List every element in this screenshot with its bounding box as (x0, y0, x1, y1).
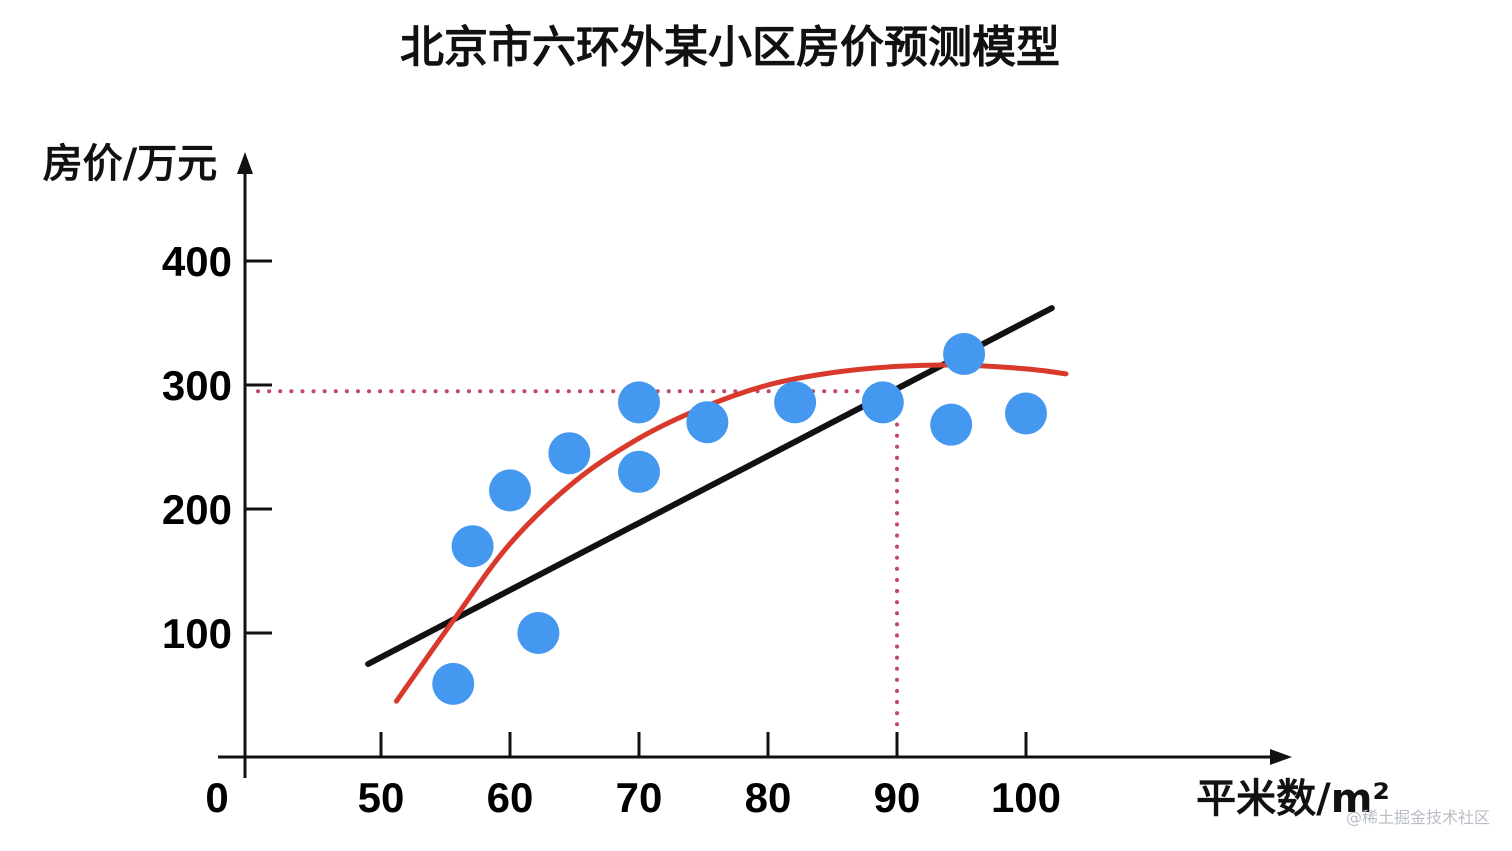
y-tick-label: 200 (162, 486, 232, 533)
data-point (618, 381, 660, 424)
x-tick-label: 70 (616, 774, 663, 821)
y-axis-arrow (237, 152, 253, 174)
y-tick-label: 100 (162, 610, 232, 657)
data-point (943, 333, 986, 375)
data-point (517, 612, 560, 654)
data-point (451, 525, 494, 568)
data-point (432, 662, 475, 705)
x-tick-label: 80 (745, 774, 792, 821)
data-point (548, 432, 591, 475)
data-points (432, 333, 1047, 705)
x-axis-arrow (1270, 749, 1292, 765)
data-point (861, 381, 904, 424)
origin-label: 0 (205, 774, 228, 821)
x-tick-label: 60 (487, 774, 534, 821)
watermark: @稀土掘金技术社区 (1346, 808, 1490, 827)
y-axis-label: 房价/万元 (43, 141, 218, 187)
chart-title: 北京市六环外某小区房价预测模型 (400, 22, 1060, 73)
ticks: 50 60 70 80 90 100 100 200 300 400 (162, 238, 1061, 821)
data-point (618, 450, 660, 493)
x-tick-label: 100 (991, 774, 1061, 821)
x-axis-label: 平米数/m² (1196, 776, 1390, 822)
data-point (774, 381, 817, 424)
data-point (1005, 392, 1047, 435)
y-tick-label: 400 (162, 238, 232, 285)
x-tick-label: 90 (874, 774, 921, 821)
y-tick-label: 300 (162, 362, 232, 409)
axes (218, 152, 1292, 778)
x-tick-label: 50 (358, 774, 405, 821)
data-point (930, 403, 973, 446)
data-point (489, 469, 531, 512)
data-point (686, 401, 729, 444)
